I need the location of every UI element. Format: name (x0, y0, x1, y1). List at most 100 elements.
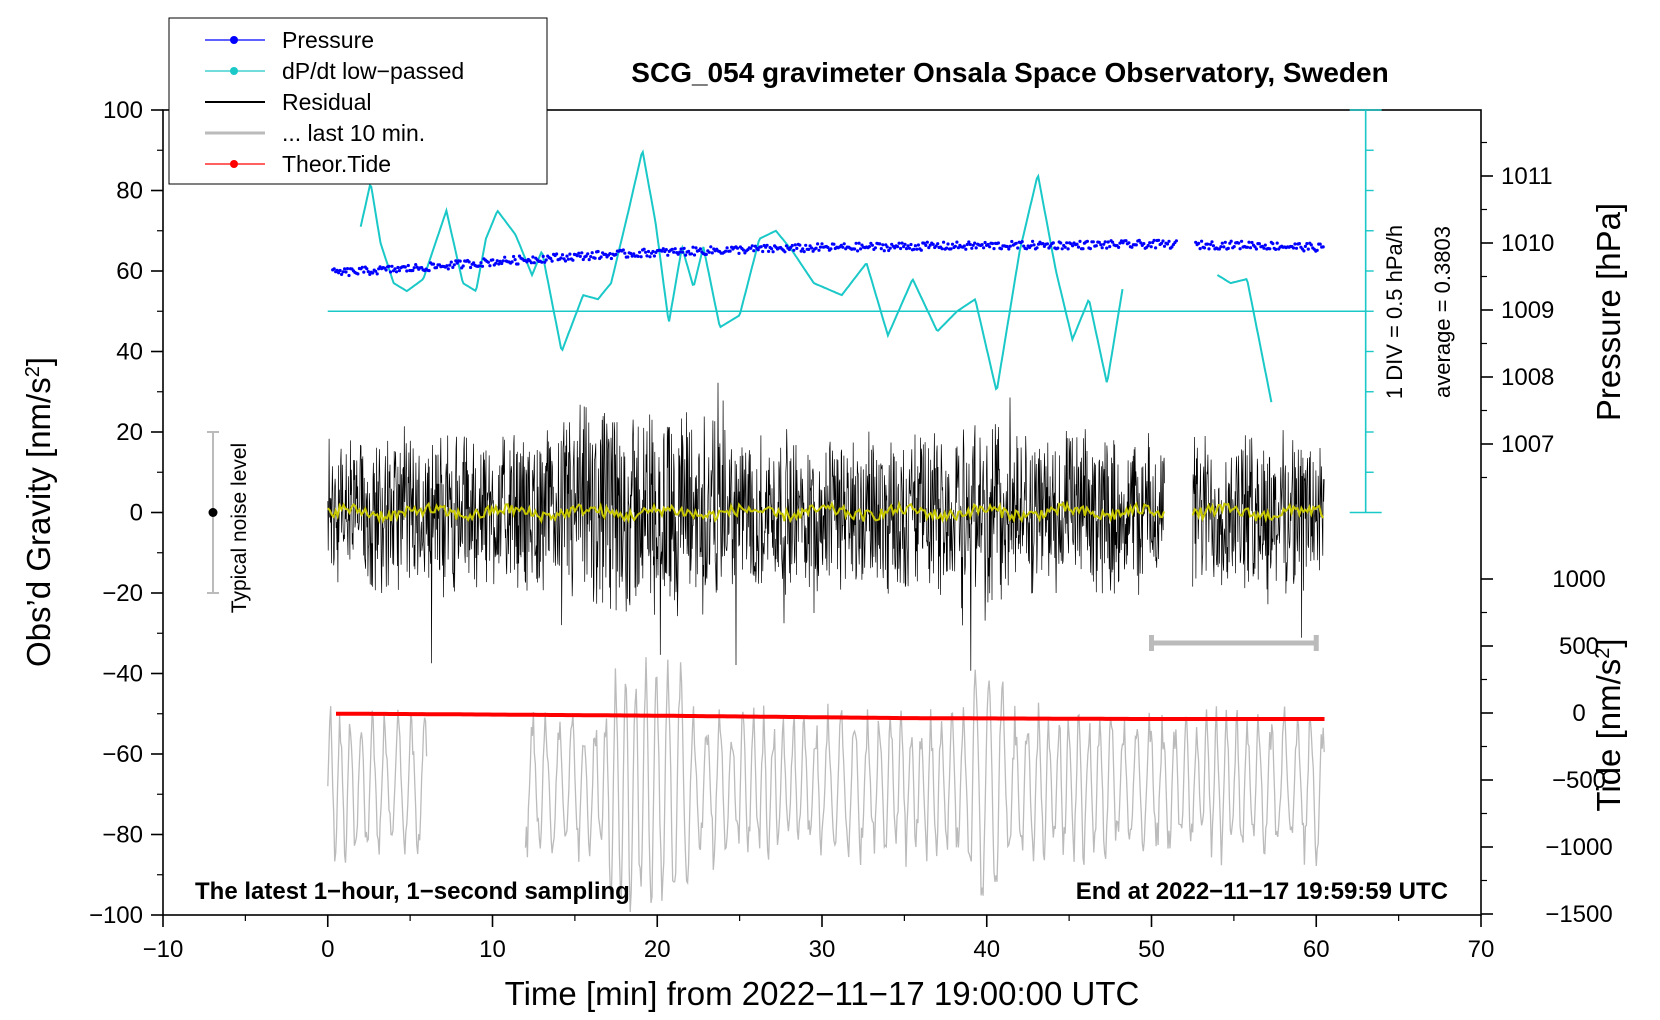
pressure-point (371, 271, 375, 275)
y-axis-title-end: ] (20, 357, 57, 366)
y-tick-label: −60 (102, 741, 143, 768)
pressure-point (968, 242, 972, 247)
pressure-point (1102, 242, 1106, 246)
legend: Pressure dP/dt low−passed Residual ... last… (168, 17, 548, 185)
pressure-point (673, 247, 677, 251)
dpdt-line (359, 149, 1124, 391)
pressure-point (589, 255, 593, 259)
pressure-point (986, 242, 990, 247)
pressure-point (1321, 245, 1325, 249)
pressure-point (749, 246, 753, 250)
pressure-point (1303, 244, 1307, 248)
pressure-point (461, 264, 465, 268)
pressure-point (970, 246, 974, 250)
legend-label: dP/dt low−passed (282, 58, 464, 84)
pressure-point (446, 267, 450, 271)
pressure-point (621, 248, 625, 252)
pressure-point (1275, 241, 1279, 245)
x-tick-label: 10 (479, 936, 506, 963)
pressure-point (841, 245, 845, 249)
pressure-point (681, 250, 685, 254)
pressure-point (1065, 241, 1069, 245)
pressure-point (1250, 240, 1254, 245)
pressure-axis-ticks: 1007 1008 1009 1010 1011 (1481, 141, 1554, 479)
pressure-point (1035, 246, 1039, 250)
pressure-point (338, 268, 342, 273)
pressure-point (403, 265, 407, 269)
pressure-point (529, 261, 534, 265)
pressure-point (388, 270, 393, 274)
pressure-point (575, 254, 579, 258)
pressure-point (497, 262, 501, 266)
residual-smoothed-line (327, 499, 1165, 525)
pressure-point (1071, 244, 1075, 248)
pressure-series (331, 238, 1325, 278)
residual-smoothed-series (327, 499, 1325, 525)
pressure-point (684, 253, 688, 257)
pressure-point (434, 266, 439, 270)
pressure-point (335, 268, 339, 272)
pressure-point (652, 254, 657, 258)
pressure-point (365, 267, 369, 271)
pressure-point (940, 247, 944, 251)
pressure-point (992, 247, 996, 251)
legend-label: ... last 10 min. (282, 120, 425, 146)
pressure-point (931, 242, 935, 246)
y-tick-label: −40 (102, 661, 143, 688)
pressure-point (996, 241, 1001, 245)
pressure-point (651, 249, 655, 254)
residual-series (327, 382, 1325, 671)
pressure-point (1159, 241, 1164, 245)
pressure-point (479, 261, 483, 265)
pressure-point (1202, 246, 1207, 250)
pressure-point (603, 252, 608, 256)
pressure-point (639, 255, 643, 259)
pressure-point (793, 243, 797, 247)
dpdt-div-label: 1 DIV = 0.5 hPa/h (1382, 225, 1407, 399)
y-tick-label: 60 (116, 258, 143, 285)
pressure-point (897, 241, 901, 245)
pressure-point (710, 251, 714, 255)
pressure-point (670, 247, 674, 251)
pressure-point (480, 264, 485, 268)
pressure-point (924, 243, 928, 247)
pressure-point (1271, 242, 1275, 246)
pressure-point (915, 247, 919, 251)
pressure-point (1117, 245, 1121, 249)
pressure-point (472, 261, 476, 265)
pressure-point (1167, 239, 1171, 243)
pressure-point (397, 269, 401, 273)
pressure-point (804, 243, 808, 247)
pressure-point (765, 243, 769, 247)
y-tick-label: 40 (116, 339, 143, 366)
tide-axis-title-end: ] (1590, 638, 1627, 647)
x-tick-label: 50 (1138, 936, 1165, 963)
pressure-point (587, 258, 591, 262)
pressure-point (1134, 243, 1138, 247)
pressure-point (1198, 247, 1202, 251)
pressure-point (949, 247, 953, 251)
pressure-point (1294, 246, 1299, 250)
pressure-point (1237, 241, 1241, 245)
pressure-point (510, 260, 514, 264)
pressure-point (735, 246, 740, 250)
pressure-point (1219, 245, 1223, 249)
pressure-point (1149, 245, 1153, 249)
tide-tick-label: −500 (1552, 767, 1606, 794)
pressure-point (559, 256, 563, 260)
pressure-point (577, 251, 581, 255)
pressure-point (946, 242, 950, 246)
pressure-point (638, 250, 642, 254)
pressure-point (1268, 247, 1272, 251)
pressure-point (390, 264, 394, 268)
pressure-point (814, 246, 818, 250)
pressure-point (1257, 242, 1261, 246)
pressure-point (531, 255, 535, 259)
pressure-point (1207, 247, 1211, 251)
pressure-point (1200, 239, 1204, 243)
pressure-point (626, 255, 630, 259)
pressure-point (1130, 245, 1134, 249)
x-tick-label: 30 (809, 936, 836, 963)
pressure-point (859, 247, 863, 251)
pressure-point (1014, 241, 1018, 245)
